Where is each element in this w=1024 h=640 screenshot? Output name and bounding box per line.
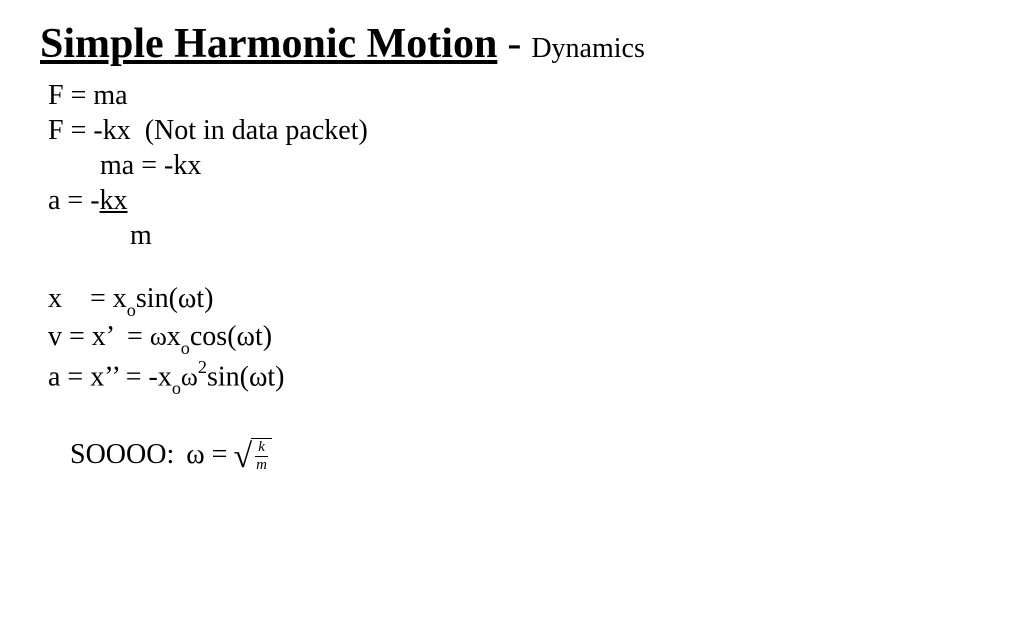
frac-numerator-k: k [255,439,268,457]
eq-x-prefix: x = x [48,283,127,314]
sqrt-expression: √ k m [233,437,272,472]
conclusion-row: SOOOO: ω = √ k m [70,437,984,472]
spacer-2 [48,397,984,437]
main-title: Simple Harmonic Motion [40,21,497,67]
omega-equals: ω = [186,439,227,471]
eq-f-ma: F = ma [48,78,984,113]
eq-x-subscript: o [127,300,136,320]
eq-acceleration: a = x’’ = -xoω2sin(ωt) [48,358,984,398]
eq-x-suffix: sin(ωt) [136,283,214,314]
eq-a-subscript: o [172,378,181,398]
eq-a-suffix: sin(ωt) [207,361,285,392]
sqrt-fraction: k m [251,438,272,473]
spacer-1 [48,253,984,281]
conclusion-label: SOOOO: [70,439,174,471]
eq-v-omega: ω [150,322,167,351]
eq-v-x: x [167,321,181,352]
eq-v-prefix: v = x’ = [48,321,150,352]
eq-velocity: v = x’ = ωxocos(ωt) [48,319,984,357]
eq-f-kx: F = -kx (Not in data packet) [48,113,984,148]
frac-denominator-m: m [253,457,270,473]
radical-icon: √ [233,440,252,474]
equation-block: F = ma F = -kx (Not in data packet) ma =… [48,78,984,437]
eq-a-superscript: 2 [198,357,207,377]
eq-position: x = xosin(ωt) [48,281,984,319]
subtitle: Dynamics [531,33,645,64]
eq-a-omega: ω [181,362,198,391]
eq-a-prefix2: a = x’’ = -x [48,361,172,392]
eq-frac-numerator: kx [100,185,128,216]
eq-ma-kx: ma = -kx [48,148,984,183]
eq-a-kx-over-m: a = -kx [48,183,984,218]
eq-v-suffix: cos(ωt) [190,321,272,352]
eq-v-subscript: o [181,338,190,358]
title-separator: - [507,21,521,67]
eq-a-prefix: a = - [48,185,100,216]
title-row: Simple Harmonic Motion - Dynamics [40,20,984,68]
eq-frac-denominator: m [48,218,984,253]
